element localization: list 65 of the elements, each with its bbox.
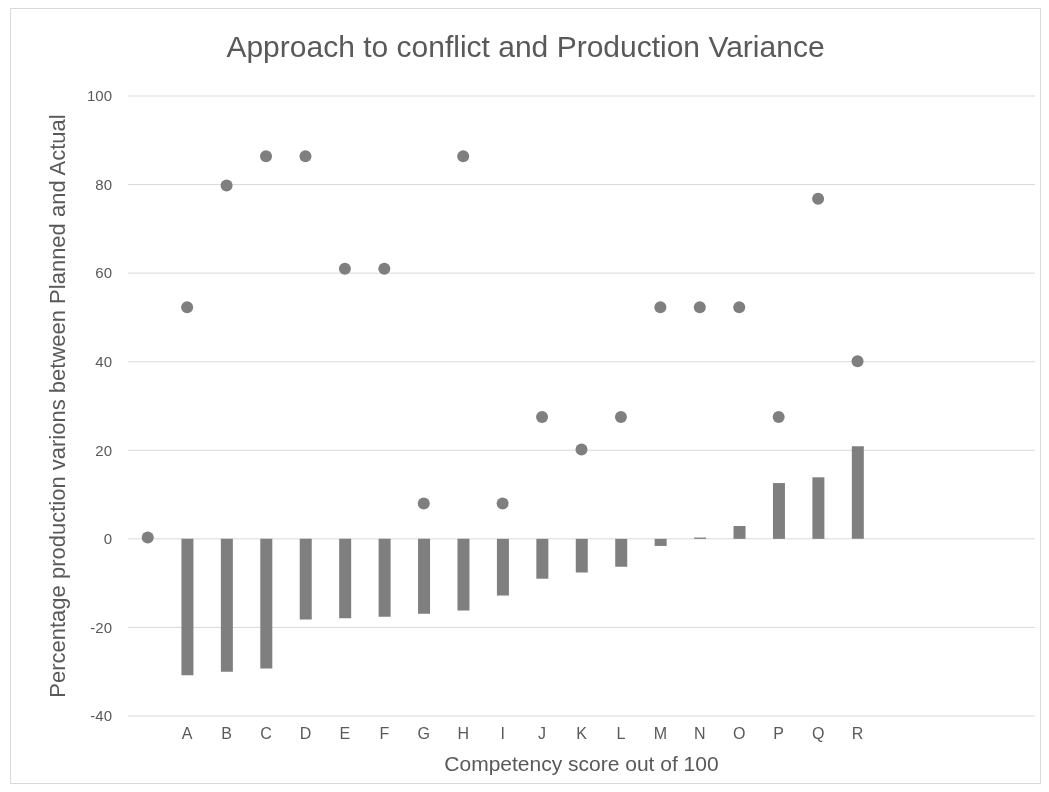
y-tick-label: 20 bbox=[95, 441, 112, 459]
y-axis-title: Percentage production varions between Planned and Actual bbox=[44, 114, 70, 698]
bar bbox=[457, 538, 470, 611]
chart-title: Approach to conflict and Production Variance bbox=[225, 29, 826, 65]
bar bbox=[418, 538, 431, 614]
bar bbox=[299, 538, 312, 620]
point bbox=[220, 179, 233, 192]
bar bbox=[378, 538, 391, 617]
x-tick-label: B bbox=[221, 725, 232, 743]
point bbox=[457, 150, 470, 163]
bar bbox=[575, 538, 588, 573]
point bbox=[693, 301, 706, 314]
point bbox=[772, 411, 785, 424]
y-tick-label: 80 bbox=[95, 175, 112, 193]
point bbox=[614, 411, 627, 424]
point bbox=[260, 150, 273, 163]
x-tick-label: A bbox=[181, 725, 193, 743]
bar bbox=[733, 526, 746, 539]
point bbox=[378, 262, 391, 275]
bar bbox=[181, 538, 194, 676]
x-tick-label: L bbox=[616, 725, 626, 743]
x-tick-label: D bbox=[299, 725, 312, 743]
x-tick-label: O bbox=[733, 725, 746, 743]
x-tick-label: N bbox=[694, 725, 706, 743]
bar bbox=[220, 538, 233, 672]
bar bbox=[772, 483, 785, 539]
point bbox=[299, 150, 312, 163]
x-tick-label: K bbox=[576, 725, 588, 743]
x-tick-label: Q bbox=[811, 725, 825, 743]
point bbox=[654, 301, 667, 314]
point bbox=[575, 443, 588, 456]
x-tick-label: M bbox=[653, 725, 668, 743]
point bbox=[812, 192, 825, 205]
x-axis-title: Competency score out of 100 bbox=[444, 752, 719, 775]
point bbox=[851, 355, 864, 368]
bar bbox=[615, 538, 628, 567]
x-tick-label: C bbox=[260, 725, 272, 743]
point bbox=[141, 531, 154, 544]
y-tick-label: 60 bbox=[95, 264, 112, 282]
point bbox=[536, 411, 549, 424]
x-tick-label: E bbox=[339, 725, 351, 743]
bar bbox=[260, 538, 273, 669]
bar bbox=[339, 538, 352, 619]
x-tick-label: G bbox=[417, 725, 430, 743]
x-tick-label: I bbox=[500, 725, 505, 743]
x-tick-label: R bbox=[851, 725, 864, 743]
bar bbox=[851, 446, 864, 539]
point bbox=[338, 262, 351, 275]
y-tick-label: 100 bbox=[86, 87, 112, 105]
point bbox=[733, 301, 746, 314]
bar bbox=[812, 477, 825, 539]
x-tick-label: F bbox=[379, 725, 390, 743]
x-tick-label: P bbox=[773, 725, 785, 743]
point bbox=[181, 301, 194, 314]
x-tick-label: J bbox=[538, 725, 547, 743]
x-tick-label: H bbox=[457, 725, 469, 743]
point bbox=[496, 497, 509, 510]
bar bbox=[536, 538, 549, 579]
y-tick-label: -20 bbox=[90, 618, 112, 636]
y-tick-label: 40 bbox=[95, 353, 112, 371]
point bbox=[417, 497, 430, 510]
bar bbox=[496, 538, 509, 596]
y-tick-label: 0 bbox=[103, 530, 112, 548]
y-tick-label: -40 bbox=[90, 707, 112, 725]
bar bbox=[654, 538, 667, 546]
